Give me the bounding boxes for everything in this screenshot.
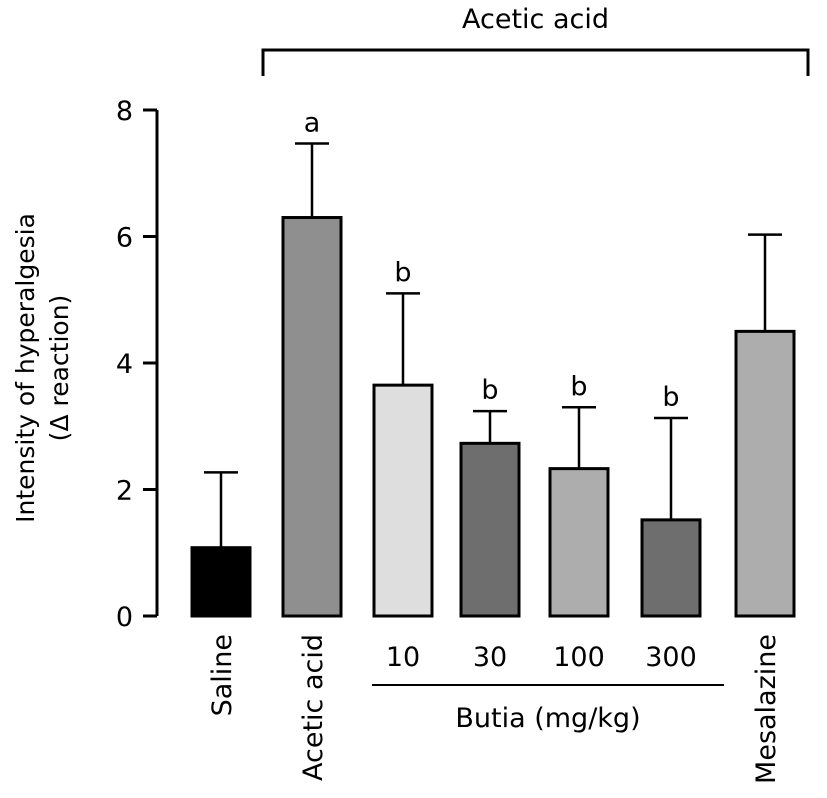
y-axis-label-line-2: (Δ reaction) (45, 295, 74, 442)
bar (734, 329, 796, 618)
bar (190, 546, 252, 618)
bar (640, 518, 702, 618)
y-tick-label: 8 (116, 96, 133, 127)
x-tick-label: 100 (553, 642, 605, 673)
bar (548, 467, 610, 618)
significance-label: b (481, 375, 498, 406)
significance-label: b (394, 257, 411, 288)
x-tick-label: 30 (473, 642, 507, 673)
x-tick-label: 10 (386, 642, 420, 673)
plot-area: 0 2 4 6 8 a b b b b Saline Acetic acid 10 30 100 300 Mes… (116, 4, 810, 784)
x-tick-label: Mesalazine (751, 634, 782, 784)
y-tick-label: 6 (116, 223, 133, 254)
bar (372, 383, 434, 618)
significance-label: a (304, 108, 321, 139)
y-axis-label-line-1: Intensity of hyperalgesia (11, 213, 40, 523)
significance-label: b (662, 382, 679, 413)
x-tick-label: Acetic acid (298, 634, 329, 781)
y-tick-label: 4 (116, 349, 133, 380)
y-tick-label: 0 (116, 602, 133, 633)
y-axis-label: Intensity of hyperalgesia (Δ reaction) (11, 213, 74, 523)
x-tick-label: Saline (207, 634, 238, 716)
bar (281, 216, 343, 618)
significance-label: b (570, 371, 587, 402)
group-bracket-label: Acetic acid (462, 4, 609, 35)
group-underline-label: Butia (mg/kg) (455, 703, 640, 734)
bar (459, 441, 521, 618)
x-tick-label: 300 (645, 642, 697, 673)
y-tick-label: 2 (116, 476, 133, 507)
